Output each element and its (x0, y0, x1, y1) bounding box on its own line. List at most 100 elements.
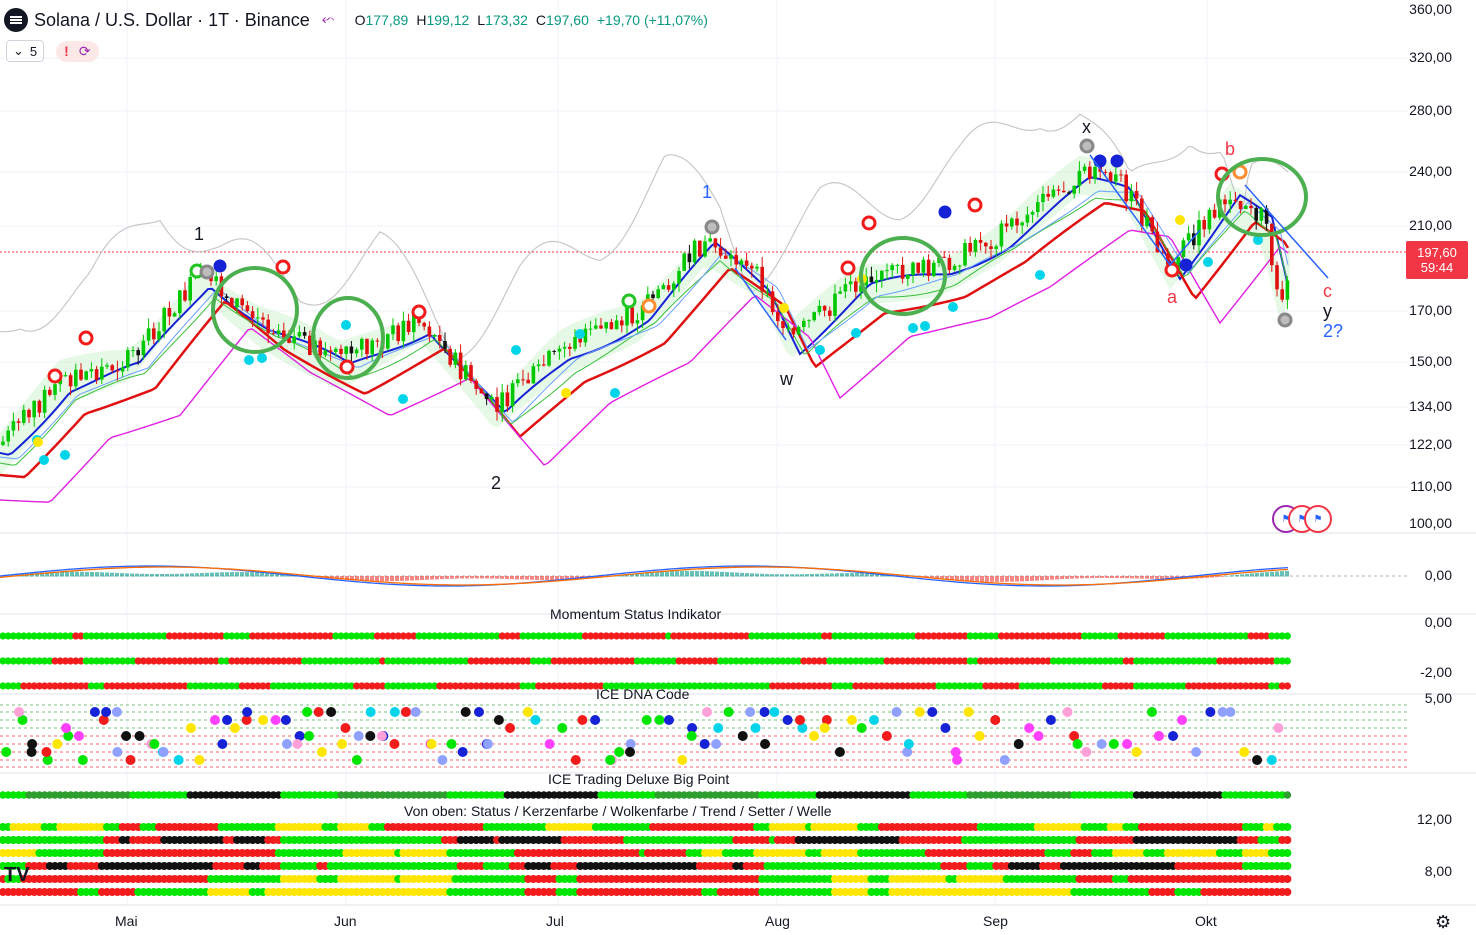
candle-body (292, 336, 296, 343)
candle-body (500, 392, 504, 412)
macd-histogram-bar (110, 572, 114, 577)
momentum-dot (1143, 632, 1151, 640)
momentum-dot (254, 682, 262, 690)
momentum-dot (992, 632, 1000, 640)
dna-dot (493, 715, 504, 725)
macd-histogram-bar (425, 576, 429, 580)
macd-histogram-bar (1205, 576, 1209, 578)
momentum-dot (61, 682, 69, 690)
lot-size-toggle[interactable]: ⌄ 5 (6, 40, 45, 62)
momentum-dot (665, 657, 673, 665)
macd-histogram-bar (825, 573, 829, 577)
price-axis-label: 280,00 (1409, 102, 1452, 118)
momentum-dot (56, 682, 64, 690)
time-axis-label: Jul (546, 913, 564, 929)
momentum-dot (399, 682, 407, 690)
big-point-dot (971, 791, 980, 799)
close-value: 197,60 (546, 12, 589, 28)
macd-histogram-bar (1245, 573, 1249, 577)
settings-gear-icon[interactable]: ⚙ (1435, 912, 1452, 932)
momentum-dot (649, 632, 657, 640)
momentum-dot (597, 632, 605, 640)
big-point-dot (982, 791, 990, 799)
momentum-dot (1117, 682, 1125, 690)
candle-body (396, 325, 400, 342)
momentum-dot (810, 632, 818, 640)
momentum-dot (30, 657, 38, 665)
momentum-dot (1205, 657, 1213, 665)
dna-dot (111, 707, 122, 717)
candle-body (755, 266, 759, 269)
big-point-dot (20, 791, 28, 799)
momentum-dot (1153, 632, 1161, 640)
momentum-dot (1044, 682, 1052, 690)
macd-histogram-bar (90, 571, 94, 577)
candle-body (438, 334, 442, 342)
candle-body (1192, 233, 1196, 246)
macd-histogram-bar (445, 576, 449, 579)
cyan-dot (575, 329, 585, 339)
candle-body (859, 285, 863, 292)
big-point-dot (1101, 791, 1110, 799)
momentum-dot (1273, 682, 1281, 690)
big-point-dot (966, 791, 974, 799)
momentum-dot (535, 657, 543, 665)
tradingview-logo[interactable]: TV (4, 864, 30, 886)
momentum-dot (1081, 632, 1089, 640)
momentum-dot (368, 632, 376, 640)
momentum-dot (904, 657, 912, 665)
sync-icon[interactable]: ⟳ (78, 42, 91, 59)
dna-dot (365, 707, 376, 717)
momentum-dot (732, 657, 740, 665)
big-point-dot (831, 791, 839, 799)
momentum-dot (446, 632, 454, 640)
cyan-dot (1203, 257, 1213, 267)
macd-histogram-bar (860, 572, 864, 577)
macd-histogram-bar (820, 573, 824, 577)
economic-events[interactable]: ⚑ ⚑ ⚑ (1272, 505, 1332, 533)
big-point-dot (186, 791, 194, 799)
momentum-dot (1190, 632, 1198, 640)
share-icon[interactable]: ⬿ (321, 11, 335, 28)
dna-dot (1108, 739, 1119, 749)
momentum-dot (420, 632, 428, 640)
momentum-dot (436, 632, 444, 640)
dna-dot (641, 715, 652, 725)
macd-histogram-bar (965, 576, 969, 581)
momentum-dot (431, 632, 439, 640)
macd-histogram-bar (555, 576, 559, 580)
dna-dot (280, 715, 291, 725)
momentum-dot (654, 657, 662, 665)
big-point-dot (1013, 791, 1021, 799)
symbol-title[interactable]: Solana / U.S. Dollar · 1T · Binance (34, 9, 310, 30)
alert-pill[interactable]: ! ⟳ (56, 40, 99, 62)
momentum-dot (956, 682, 964, 690)
wave-label-blue-1: 1 (702, 182, 713, 202)
momentum-dot (56, 632, 64, 640)
momentum-dot (685, 632, 694, 640)
big-point-dot (1054, 791, 1063, 799)
dna-dot (437, 755, 448, 765)
us-flag-icon[interactable]: ⚑ (1304, 505, 1332, 533)
momentum-dot (1060, 657, 1068, 665)
dna-dot (63, 731, 74, 741)
big-point-dot (675, 791, 683, 799)
candle-body (1228, 199, 1232, 205)
momentum-dot (285, 657, 293, 665)
momentum-dot (1263, 682, 1271, 690)
momentum-dot (665, 682, 673, 690)
macd-histogram-bar (495, 576, 499, 579)
candle-body (1160, 252, 1165, 254)
macd-histogram-bar (350, 576, 354, 581)
candle-body (1010, 218, 1014, 227)
macd-histogram-bar (1220, 576, 1224, 577)
momentum-dot (1013, 632, 1021, 640)
big-point-dot (1018, 791, 1026, 799)
momentum-dot (1086, 632, 1094, 640)
macd-histogram-bar (245, 572, 249, 577)
momentum-dot (847, 632, 855, 640)
momentum-dot (160, 657, 168, 665)
big-point-dot (1002, 791, 1011, 799)
big-point-dot (555, 791, 564, 799)
